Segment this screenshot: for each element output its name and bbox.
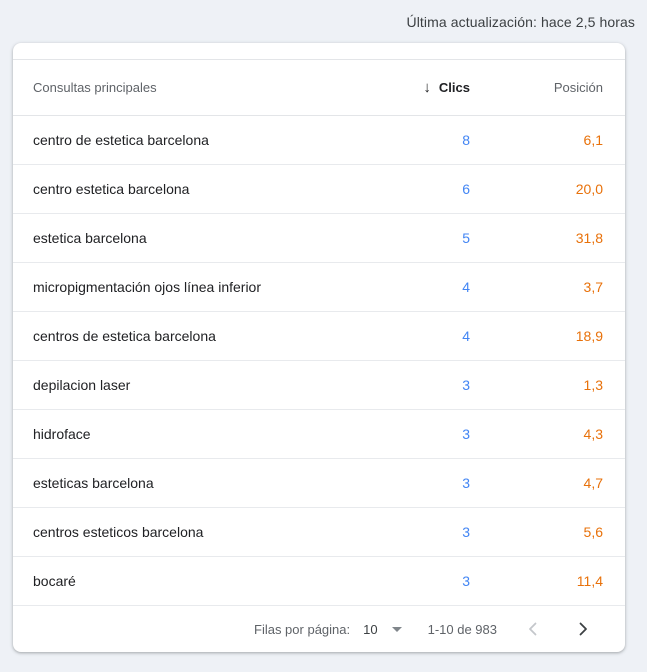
table-header-row: Consultas principales ↓ Clics Posición [13,60,625,116]
last-update-text: Última actualización: hace 2,5 horas [406,13,635,30]
table-row[interactable]: hidroface 3 4,3 [13,410,625,459]
previous-page-button[interactable] [521,617,545,641]
query-cell: bocaré [33,573,76,589]
sort-descending-icon: ↓ [423,79,431,96]
position-cell: 4,3 [583,426,603,442]
card-top-band [13,43,625,60]
rows-per-page-value: 10 [363,621,378,637]
pagination-range-text: 1-10 de 983 [427,621,497,637]
query-cell: esteticas barcelona [33,475,154,491]
clicks-cell: 3 [462,377,470,393]
table-row[interactable]: centros esteticos barcelona 3 5,6 [13,508,625,557]
position-cell: 4,7 [583,475,603,491]
query-cell: estetica barcelona [33,230,147,246]
rows-per-page-select[interactable]: 10 [350,621,402,637]
table-row[interactable]: bocaré 3 11,4 [13,557,625,606]
query-cell: centro de estetica barcelona [33,132,209,148]
pagination-bar: Filas por página: 10 1-10 de 983 [13,606,625,652]
position-cell: 6,1 [583,132,603,148]
column-header-clicks-label: Clics [438,80,470,95]
table-body: centro de estetica barcelona 8 6,1 centr… [13,116,625,606]
rows-per-page-label: Filas por página: [254,621,351,637]
table-row[interactable]: esteticas barcelona 3 4,7 [13,459,625,508]
clicks-cell: 4 [462,279,470,295]
position-cell: 11,4 [576,573,603,589]
clicks-cell: 6 [462,181,470,197]
column-header-position[interactable]: Posición [553,80,603,95]
next-page-button[interactable] [571,617,595,641]
table-row[interactable]: depilacion laser 3 1,3 [13,361,625,410]
position-cell: 1,3 [583,377,603,393]
table-row[interactable]: centro estetica barcelona 6 20,0 [13,165,625,214]
query-cell: depilacion laser [33,377,131,393]
queries-table-card: Consultas principales ↓ Clics Posición c… [13,43,625,652]
position-cell: 5,6 [583,524,603,540]
clicks-cell: 5 [462,230,470,246]
position-cell: 3,7 [583,279,603,295]
topbar: Última actualización: hace 2,5 horas [0,0,647,43]
table-row[interactable]: micropigmentación ojos línea inferior 4 … [13,263,625,312]
clicks-cell: 3 [462,573,470,589]
column-header-queries: Consultas principales [33,80,157,95]
table-row[interactable]: centros de estetica barcelona 4 18,9 [13,312,625,361]
query-cell: centro estetica barcelona [33,181,190,197]
column-header-clicks[interactable]: ↓ Clics [375,80,470,95]
dropdown-arrow-icon [391,626,402,632]
position-cell: 31,8 [575,230,603,246]
clicks-cell: 4 [462,328,470,344]
table-row[interactable]: centro de estetica barcelona 8 6,1 [13,116,625,165]
query-cell: centros de estetica barcelona [33,328,216,344]
query-cell: micropigmentación ojos línea inferior [33,279,261,295]
position-cell: 20,0 [575,181,603,197]
position-cell: 18,9 [575,328,603,344]
clicks-cell: 8 [462,132,470,148]
chevron-left-icon [529,622,537,636]
clicks-cell: 3 [462,524,470,540]
query-cell: centros esteticos barcelona [33,524,204,540]
chevron-right-icon [579,622,587,636]
clicks-cell: 3 [462,475,470,491]
clicks-cell: 3 [462,426,470,442]
table-row[interactable]: estetica barcelona 5 31,8 [13,214,625,263]
query-cell: hidroface [33,426,91,442]
